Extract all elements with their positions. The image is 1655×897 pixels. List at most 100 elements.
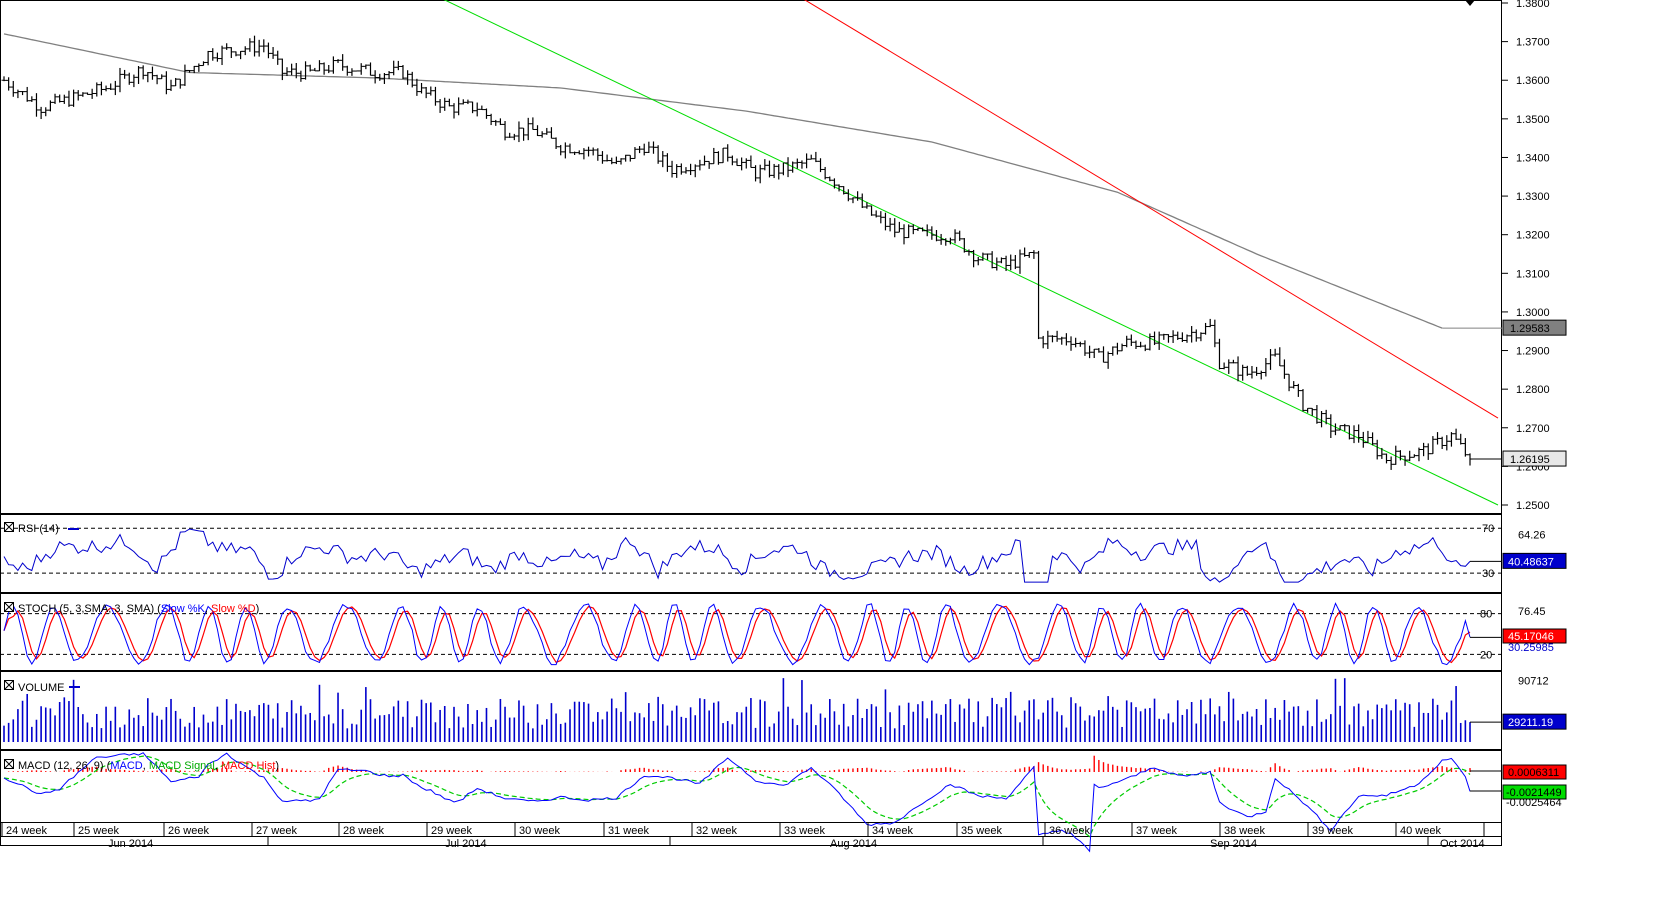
stoch-paren-open: ( — [154, 603, 161, 615]
week-label: 30 week — [519, 825, 560, 837]
rsi-title-text: RSI (14) — [18, 523, 59, 535]
rsi-tick-label: 70 — [1482, 523, 1494, 535]
macd-toggle-cross — [4, 759, 14, 769]
trend-channel — [443, 0, 1499, 506]
rsi-tick-label: 64.26 — [1518, 530, 1546, 542]
macd-signal-line — [3, 755, 1471, 838]
channel-upper-line — [804, 0, 1499, 419]
stoch-title-text: STOCH (5, 3,SMA, 3, SMA) (Slow %K, Slow … — [18, 603, 259, 615]
macd-panel — [0, 750, 1502, 823]
week-label: 34 week — [872, 825, 913, 837]
week-label: 24 week — [6, 825, 47, 837]
macd-line-last-label: -0.0025464 — [1506, 797, 1562, 809]
macd-separator-1: , — [143, 760, 149, 772]
week-label: 32 week — [696, 825, 737, 837]
month-label: Jun 2014 — [108, 838, 153, 850]
week-label: 28 week — [343, 825, 384, 837]
price-tick-label: 1.3700 — [1516, 37, 1550, 49]
price-tick-label: 1.3800 — [1516, 0, 1550, 10]
macd-separator-2: , — [215, 760, 221, 772]
price-tick-label: 1.2900 — [1516, 346, 1550, 358]
stoch-title-params: STOCH (5, 3,SMA, 3, SMA) — [18, 603, 154, 615]
stoch-panel — [0, 593, 1502, 671]
macd-paren-open: ( — [104, 760, 111, 772]
month-label: Sep 2014 — [1210, 838, 1257, 850]
rsi-last-label-box — [1502, 552, 1567, 569]
time-axis: 24 week 25 week 26 week 27 week 28 week 29 we… — [1, 823, 1485, 850]
macd-title-params: MACD (12, 26, 9) — [18, 760, 104, 772]
stoch-toggle-cross — [4, 602, 14, 612]
stoch-k-line — [3, 602, 1471, 666]
price-tick-label: 1.2500 — [1516, 500, 1550, 512]
rsi-title: RSI (14) — [4, 522, 79, 535]
rsi-last-label: 40.48637 — [1508, 556, 1554, 568]
price-axis: 1.25001.26001.27001.28001.29001.30001.31… — [1502, 0, 1550, 512]
price-tick-label: 1.3100 — [1516, 268, 1550, 280]
rsi-indicator: 70 64.26 30 40.48637 — [0, 523, 1567, 583]
volume-title-text: VOLUME — [18, 682, 64, 694]
stoch-d-label: Slow %D — [211, 603, 256, 615]
stoch-k-last-label: 45.17046 — [1508, 631, 1554, 643]
price-tick-label: 1.2700 — [1516, 423, 1550, 435]
ohlc-bars — [1, 35, 1502, 470]
week-label: 26 week — [168, 825, 209, 837]
macd-line — [3, 752, 1471, 853]
volume-last-label-box — [1502, 713, 1567, 730]
rsi-panel — [0, 514, 1502, 593]
macd-hist-label: MACD Hist — [221, 760, 275, 772]
macd-paren-close: ) — [275, 760, 279, 772]
volume-last-label: 29211.19 — [1508, 717, 1553, 729]
moving-average-path — [3, 33, 1443, 329]
macd-signal-label: MACD Signal — [149, 760, 215, 772]
week-label: 29 week — [431, 825, 472, 837]
macd-signal-last-label: -0.0021449 — [1506, 787, 1562, 799]
stoch-title: STOCH (5, 3,SMA, 3, SMA) (Slow %K, Slow … — [4, 602, 259, 615]
week-label: 27 week — [256, 825, 297, 837]
price-tick-label: 1.3600 — [1516, 75, 1550, 87]
month-label: Jul 2014 — [445, 838, 487, 850]
price-tick-label: 1.3300 — [1516, 191, 1550, 203]
stoch-k-last-box — [1502, 628, 1567, 644]
stoch-separator: , — [205, 603, 211, 615]
week-label: 31 week — [608, 825, 649, 837]
price-tick-label: 1.3200 — [1516, 230, 1550, 242]
month-label: Aug 2014 — [830, 838, 877, 850]
price-tick-label: 1.2800 — [1516, 384, 1550, 396]
macd-hist-last-label: 0.0006311 — [1508, 767, 1559, 779]
month-label: Oct 2014 — [1440, 838, 1485, 850]
week-label: 25 week — [78, 825, 119, 837]
macd-title: MACD (12, 26, 9) (MACD, MACD Signal, MAC… — [4, 759, 279, 772]
macd-indicator: 0.0006311 -0.0021449-0.0025464 — [3, 752, 1567, 853]
x-axis-bar — [0, 822, 1502, 846]
week-label: 36 week — [1049, 825, 1090, 837]
price-panel — [0, 0, 1502, 514]
moving-average-line — [3, 33, 1502, 329]
price-last-label-box — [1502, 319, 1567, 336]
week-label: 40 week — [1400, 825, 1441, 837]
stoch-tick-label: 20 — [1480, 649, 1492, 661]
price-tick-label: 1.3500 — [1516, 114, 1550, 126]
stoch-tick-label: 80 — [1480, 609, 1492, 621]
price-last-label: 1.26195 — [1510, 454, 1550, 466]
stoch-paren-close: ) — [256, 603, 260, 615]
price-tick-label: 1.3400 — [1516, 152, 1550, 164]
channel-lower-line — [443, 0, 1499, 506]
macd-hist-last-box — [1502, 764, 1567, 780]
volume-tick-label: 90712 — [1518, 675, 1549, 687]
macd-signal-last-box — [1502, 784, 1567, 800]
week-label: 38 week — [1224, 825, 1265, 837]
price-last-label: 1.29583 — [1510, 323, 1550, 335]
price-last-label-box — [1502, 450, 1567, 467]
price-tick-label: 1.3000 — [1516, 307, 1550, 319]
macd-title-text: MACD (12, 26, 9) (MACD, MACD Signal, MAC… — [18, 760, 279, 772]
week-label: 33 week — [784, 825, 825, 837]
price-last-labels: 1.29583 1.26195 — [1502, 319, 1567, 467]
rsi-tick-label: 30 — [1482, 568, 1494, 580]
macd-line-label: MACD — [110, 760, 142, 772]
week-label: 39 week — [1312, 825, 1353, 837]
week-label: 37 week — [1136, 825, 1177, 837]
scroll-marker-icon[interactable] — [1465, 0, 1475, 6]
volume-indicator: 90712 29211.19 — [3, 675, 1567, 742]
